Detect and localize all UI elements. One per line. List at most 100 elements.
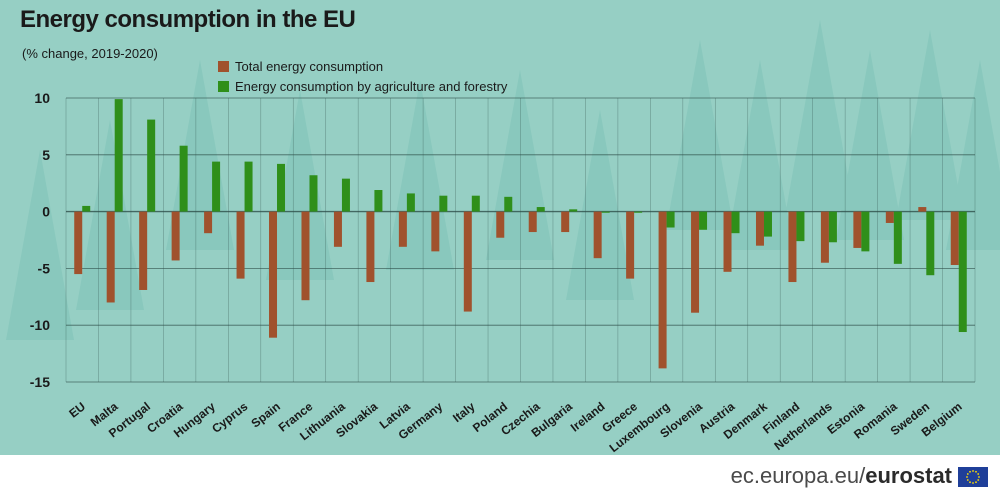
bar-agri-ireland bbox=[601, 211, 610, 213]
bar-agri-netherlands bbox=[828, 211, 837, 243]
tree-shape bbox=[266, 90, 334, 280]
bar-agri-cyprus bbox=[244, 161, 253, 212]
bar-agri-spain bbox=[277, 163, 286, 212]
bar-total-greece bbox=[626, 211, 635, 279]
bar-total-malta bbox=[106, 211, 115, 303]
bar-agri-estonia bbox=[861, 211, 870, 252]
flag-star bbox=[972, 470, 974, 472]
tree-shape bbox=[786, 20, 854, 210]
y-tick-label: 5 bbox=[42, 147, 50, 163]
eu-flag-icon bbox=[958, 467, 988, 487]
bar-agri-austria bbox=[731, 211, 740, 234]
flag-star bbox=[978, 476, 980, 478]
tree-shape bbox=[386, 80, 454, 270]
y-tick-label: 0 bbox=[42, 204, 50, 220]
bar-agri-czechia bbox=[536, 207, 545, 212]
tree-shape bbox=[896, 30, 964, 220]
bar-agri-croatia bbox=[179, 145, 188, 212]
bar-agri-denmark bbox=[763, 211, 772, 237]
bar-agri-germany bbox=[439, 195, 448, 212]
flag-star bbox=[966, 476, 968, 478]
bar-total-spain bbox=[269, 211, 278, 338]
bar-total-ireland bbox=[593, 211, 602, 259]
bar-total-slovenia bbox=[691, 211, 700, 313]
x-tick-label: Ireland bbox=[568, 399, 608, 434]
chart-subtitle: (% change, 2019-2020) bbox=[22, 46, 158, 61]
bar-total-germany bbox=[431, 211, 440, 252]
flag-star bbox=[977, 473, 980, 475]
bar-agri-bulgaria bbox=[569, 209, 578, 212]
bar-agri-france bbox=[309, 175, 318, 212]
bar-agri-latvia bbox=[406, 193, 415, 212]
bar-total-eu bbox=[74, 211, 83, 275]
legend-swatch-total bbox=[218, 60, 229, 72]
bar-total-netherlands bbox=[820, 211, 829, 263]
flag-star bbox=[966, 473, 969, 475]
bar-agri-poland bbox=[504, 196, 513, 212]
bar-total-cyprus bbox=[236, 211, 245, 279]
chart-title: Energy consumption in the EU bbox=[20, 6, 356, 33]
bar-total-croatia bbox=[171, 211, 180, 261]
bar-total-estonia bbox=[853, 211, 862, 248]
bar-total-belgium bbox=[950, 211, 959, 265]
bar-total-portugal bbox=[139, 211, 148, 290]
bar-total-italy bbox=[463, 211, 472, 312]
x-gridlines bbox=[65, 98, 976, 382]
footer-site: ec.europa.eu/ bbox=[730, 463, 866, 488]
bar-total-bulgaria bbox=[561, 211, 570, 233]
x-tick-label: EU bbox=[66, 399, 88, 420]
legend-swatch-agri bbox=[218, 80, 229, 92]
bar-total-denmark bbox=[755, 211, 764, 246]
y-tick-label: -15 bbox=[30, 374, 50, 390]
legend-label-total: Total energy consumption bbox=[235, 58, 384, 74]
footer-brand: eurostat bbox=[865, 463, 952, 488]
bar-agri-finland bbox=[796, 211, 805, 242]
flag-star bbox=[969, 470, 971, 473]
flag-star bbox=[966, 479, 969, 481]
bar-agri-slovakia bbox=[374, 190, 383, 212]
y-tick-label: 10 bbox=[34, 90, 50, 106]
bar-agri-sweden bbox=[926, 211, 935, 276]
bar-agri-italy bbox=[471, 195, 480, 212]
flag-star bbox=[977, 479, 980, 481]
bar-total-sweden bbox=[918, 207, 927, 212]
bar-agri-eu bbox=[82, 205, 91, 212]
bar-total-latvia bbox=[398, 211, 407, 247]
flag-star bbox=[972, 482, 974, 484]
tree-shape bbox=[836, 50, 904, 240]
bar-agri-belgium bbox=[958, 211, 967, 333]
bar-agri-luxembourg bbox=[666, 211, 675, 228]
y-tick-label: -10 bbox=[30, 317, 50, 333]
bar-agri-hungary bbox=[212, 161, 221, 212]
bar-total-hungary bbox=[204, 211, 213, 234]
bar-agri-greece bbox=[634, 211, 643, 213]
flag-star bbox=[975, 470, 977, 473]
x-tick-label: Cyprus bbox=[209, 399, 250, 436]
legend-item-total: Total energy consumption bbox=[218, 56, 507, 76]
footer-credit[interactable]: ec.europa.eu/eurostat bbox=[731, 463, 952, 489]
bar-total-czechia bbox=[528, 211, 537, 233]
bar-agri-slovenia bbox=[699, 211, 708, 230]
tree-shape bbox=[566, 110, 634, 300]
bar-total-slovakia bbox=[366, 211, 375, 283]
bar-agri-portugal bbox=[147, 119, 156, 212]
bar-total-austria bbox=[723, 211, 732, 272]
legend-item-agri: Energy consumption by agriculture and fo… bbox=[218, 76, 507, 96]
chart-legend: Total energy consumption Energy consumpt… bbox=[218, 56, 507, 96]
tree-shape bbox=[486, 70, 554, 260]
tree-shape bbox=[6, 150, 74, 340]
bar-total-romania bbox=[885, 211, 894, 223]
footer: ec.europa.eu/eurostat bbox=[0, 455, 1000, 500]
bar-agri-malta bbox=[114, 99, 123, 212]
legend-label-agri: Energy consumption by agriculture and fo… bbox=[235, 78, 508, 94]
bar-total-luxembourg bbox=[658, 211, 667, 369]
bar-agri-lithuania bbox=[341, 178, 350, 212]
bar-agri-romania bbox=[893, 211, 902, 264]
bar-total-france bbox=[301, 211, 310, 301]
flag-star bbox=[975, 481, 977, 484]
bar-total-poland bbox=[496, 211, 505, 238]
bar-total-finland bbox=[788, 211, 797, 283]
flag-star bbox=[969, 481, 971, 484]
